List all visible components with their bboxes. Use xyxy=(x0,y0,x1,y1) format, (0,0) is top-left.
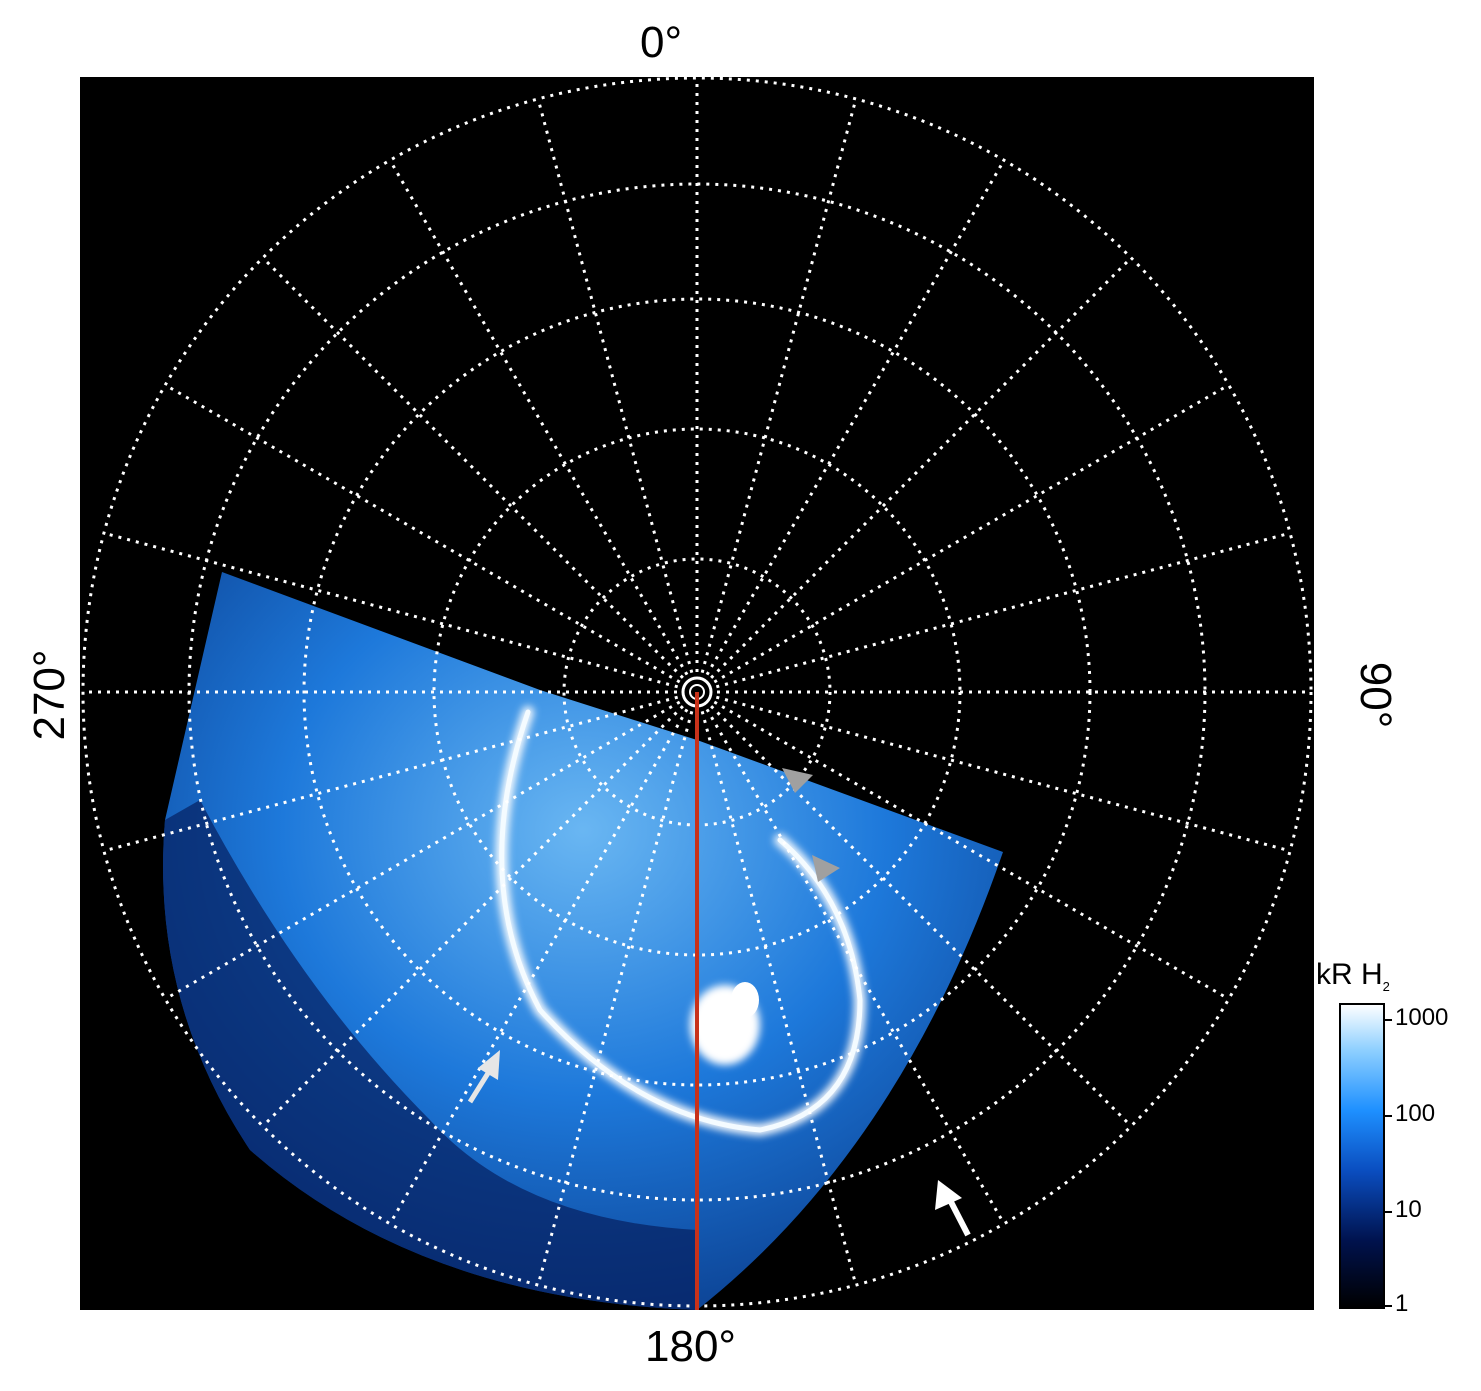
longitude-line xyxy=(103,695,679,853)
colorbar-tick-marks xyxy=(1384,1019,1392,1307)
colorbar-tick-10: 10 xyxy=(1395,1196,1422,1223)
longitude-line xyxy=(103,531,679,689)
colorbar-tick-1000: 1000 xyxy=(1395,1004,1449,1031)
longitude-line xyxy=(388,159,689,676)
longitude-line xyxy=(713,700,1230,1001)
longitude-line xyxy=(710,256,1133,679)
colorbar-title: kR H2 xyxy=(1316,958,1390,994)
longitude-line xyxy=(261,705,684,1128)
longitude-line xyxy=(261,256,684,679)
aurora-dim-region xyxy=(163,800,698,1310)
colorbar-tick-1: 1 xyxy=(1395,1290,1409,1317)
light-arrow-left xyxy=(467,1050,500,1104)
longitude-line xyxy=(700,710,858,1286)
label-270-deg: 270° xyxy=(25,649,74,741)
longitude-line xyxy=(710,705,1133,1128)
longitude-line xyxy=(536,710,694,1286)
gray-arrow-middle xyxy=(812,855,840,882)
longitude-grid xyxy=(83,78,1311,1306)
longitude-line xyxy=(715,531,1291,689)
longitude-line xyxy=(388,708,689,1225)
longitude-line xyxy=(715,695,1291,853)
longitude-line xyxy=(705,708,1006,1225)
gray-arrow-upper xyxy=(782,768,813,793)
longitude-line xyxy=(700,98,858,674)
colorbar-tick-100: 100 xyxy=(1395,1100,1436,1127)
longitude-line xyxy=(536,98,694,674)
white-arrow-right xyxy=(935,1180,971,1237)
label-0-deg: 0° xyxy=(640,18,683,67)
longitude-line xyxy=(164,383,681,684)
label-180-deg: 180° xyxy=(645,1322,737,1371)
label-90-deg: 90° xyxy=(1351,661,1400,729)
colorbar xyxy=(1339,1003,1385,1309)
longitude-line xyxy=(705,159,1006,676)
longitude-line xyxy=(713,383,1230,684)
longitude-line xyxy=(164,700,681,1001)
